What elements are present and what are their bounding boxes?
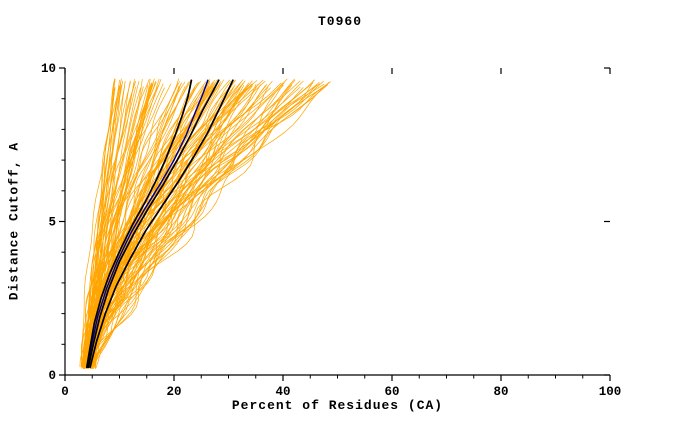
ensemble-curve — [82, 80, 296, 368]
x-tick-label: 60 — [384, 385, 399, 399]
y-tick-label: 0 — [48, 369, 56, 383]
ensemble-curve — [88, 80, 122, 366]
ensemble-curve — [80, 79, 218, 367]
x-tick-label: 0 — [61, 385, 69, 399]
ensemble-curve — [85, 79, 224, 366]
x-tick-label: 40 — [275, 385, 290, 399]
ensemble-curve — [95, 87, 269, 369]
x-axis-label: Percent of Residues (CA) — [231, 398, 444, 413]
y-tick-label: 10 — [41, 62, 56, 76]
ensemble-curve — [83, 81, 330, 366]
ensemble-curve — [91, 82, 152, 367]
ensemble-curve — [88, 85, 153, 366]
reference-model — [86, 79, 209, 369]
ensemble-curve — [87, 82, 233, 367]
ensemble-curve — [87, 79, 244, 369]
ensemble-curve — [86, 78, 122, 368]
ensemble-curve — [81, 83, 320, 366]
ensemble-curve — [83, 85, 266, 367]
x-tick-label: 80 — [493, 385, 508, 399]
highlight-model-3 — [89, 79, 234, 369]
ensemble-curve — [82, 81, 331, 368]
ensemble-curve — [88, 87, 323, 366]
highlight-model-1 — [85, 79, 193, 369]
ensemble-curve — [82, 80, 137, 369]
chart-title: T0960 — [317, 14, 362, 29]
ensemble-curve — [91, 84, 259, 369]
ensemble-curve — [90, 85, 325, 369]
ensemble-curve — [88, 79, 264, 366]
y-axis-label: Distance Cutoff, A — [6, 141, 22, 301]
x-tick-label: 100 — [599, 385, 622, 399]
ensemble-curve — [90, 78, 288, 366]
x-tick-label: 20 — [166, 385, 181, 399]
ensemble-curve — [81, 79, 315, 366]
ensemble-curve — [93, 85, 317, 368]
highlight-model-2 — [87, 79, 220, 369]
y-tick-label: 5 — [48, 216, 56, 230]
ensemble-curve — [82, 86, 136, 366]
